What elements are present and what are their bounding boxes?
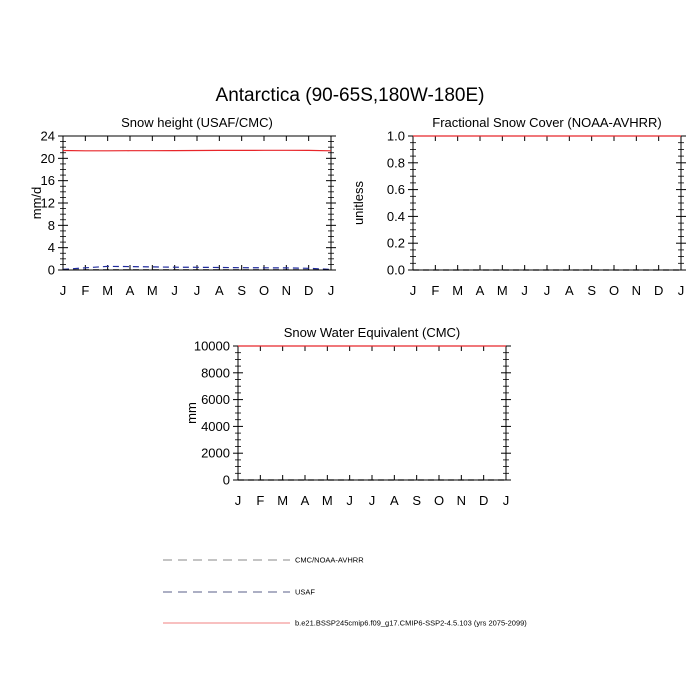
- x-tick-label: A: [215, 283, 224, 298]
- series-line: [62, 265, 332, 270]
- y-tick-label: 0.4: [387, 209, 405, 224]
- x-tick-label: D: [479, 493, 488, 508]
- y-tick-label: 16: [41, 173, 55, 188]
- x-tick-label: J: [503, 493, 510, 508]
- legend-label: b.e21.BSSP245cmip6.f09_g17.CMIP6-SSP2-4.…: [295, 619, 527, 628]
- legend: CMC/NOAA-AVHRR USAF b.e21.BSSP245cmip6.f09…: [163, 556, 527, 628]
- x-tick-label: M: [102, 283, 113, 298]
- x-tick-label: A: [390, 493, 399, 508]
- x-tick-label: D: [304, 283, 313, 298]
- y-tick-label: 6000: [201, 392, 230, 407]
- x-tick-label: J: [328, 283, 335, 298]
- y-tick-label: 4000: [201, 419, 230, 434]
- y-tick-label: 8000: [201, 365, 230, 380]
- y-tick-label: 10000: [194, 339, 230, 354]
- x-tick-label: D: [654, 283, 663, 298]
- x-tick-label: N: [457, 493, 466, 508]
- panel-fractional-snow-cover: Fractional Snow Cover (NOAA-AVHRR)J F M A M J…: [351, 115, 686, 298]
- x-tick-label: F: [431, 283, 439, 298]
- x-tick-label: O: [434, 493, 444, 508]
- y-axis-label: mm: [184, 402, 199, 424]
- x-tick-label: M: [452, 283, 463, 298]
- legend-label: CMC/NOAA-AVHRR: [295, 556, 364, 565]
- x-tick-label: A: [476, 283, 485, 298]
- x-tick-label: F: [256, 493, 264, 508]
- y-tick-label: 0.6: [387, 182, 405, 197]
- x-tick-label: J: [346, 493, 353, 508]
- series-line: [62, 149, 332, 152]
- x-tick-label: J: [544, 283, 551, 298]
- x-tick-label: A: [565, 283, 574, 298]
- x-tick-label: A: [301, 493, 310, 508]
- x-tick-label: J: [369, 493, 376, 508]
- x-tick-label: J: [60, 283, 67, 298]
- figure-title: Antarctica (90-65S,180W-180E): [216, 85, 485, 106]
- x-tick-label: M: [147, 283, 158, 298]
- y-tick-label: 2000: [201, 446, 230, 461]
- x-tick-label: N: [632, 283, 641, 298]
- y-tick-label: 0.0: [387, 263, 405, 278]
- x-tick-label: S: [412, 493, 421, 508]
- y-axis-label: mm/d: [29, 187, 44, 220]
- y-axis-label: unitless: [351, 180, 366, 225]
- x-tick-label: J: [678, 283, 685, 298]
- x-tick-label: O: [609, 283, 619, 298]
- x-tick-label: S: [237, 283, 246, 298]
- y-tick-label: 8: [48, 218, 55, 233]
- x-tick-label: J: [235, 493, 242, 508]
- y-tick-label: 0: [48, 263, 55, 278]
- panel-title: Snow Water Equivalent (CMC): [284, 325, 461, 340]
- legend-label: USAF: [295, 588, 315, 597]
- panel-title: Fractional Snow Cover (NOAA-AVHRR): [432, 115, 661, 130]
- x-tick-label: S: [587, 283, 596, 298]
- x-tick-label: M: [277, 493, 288, 508]
- x-tick-label: A: [126, 283, 135, 298]
- x-tick-label: J: [410, 283, 417, 298]
- plot-frame: [412, 135, 682, 271]
- x-tick-label: J: [521, 283, 528, 298]
- panel-snow-height: Snow height (USAF/CMC)J F M A M J J A S O N D J04812…: [29, 115, 336, 298]
- y-tick-label: 0.2: [387, 236, 405, 251]
- panel-title: Snow height (USAF/CMC): [121, 115, 273, 130]
- x-tick-label: F: [81, 283, 89, 298]
- x-tick-label: M: [322, 493, 333, 508]
- y-tick-label: 20: [41, 151, 55, 166]
- y-tick-label: 12: [41, 196, 55, 211]
- panel-snow-water-equivalent: Snow Water Equivalent (CMC)J F M A M J J A S O N D J…: [184, 325, 511, 508]
- y-tick-label: 1.0: [387, 129, 405, 144]
- x-tick-label: O: [259, 283, 269, 298]
- x-tick-label: J: [194, 283, 201, 298]
- y-tick-label: 24: [41, 129, 55, 144]
- x-tick-label: M: [497, 283, 508, 298]
- y-tick-label: 0.8: [387, 155, 405, 170]
- plot-frame: [62, 135, 332, 271]
- x-tick-label: N: [282, 283, 291, 298]
- x-tick-label: J: [171, 283, 178, 298]
- y-tick-label: 4: [48, 240, 55, 255]
- plot-frame: [237, 345, 507, 481]
- y-tick-label: 0: [223, 473, 230, 488]
